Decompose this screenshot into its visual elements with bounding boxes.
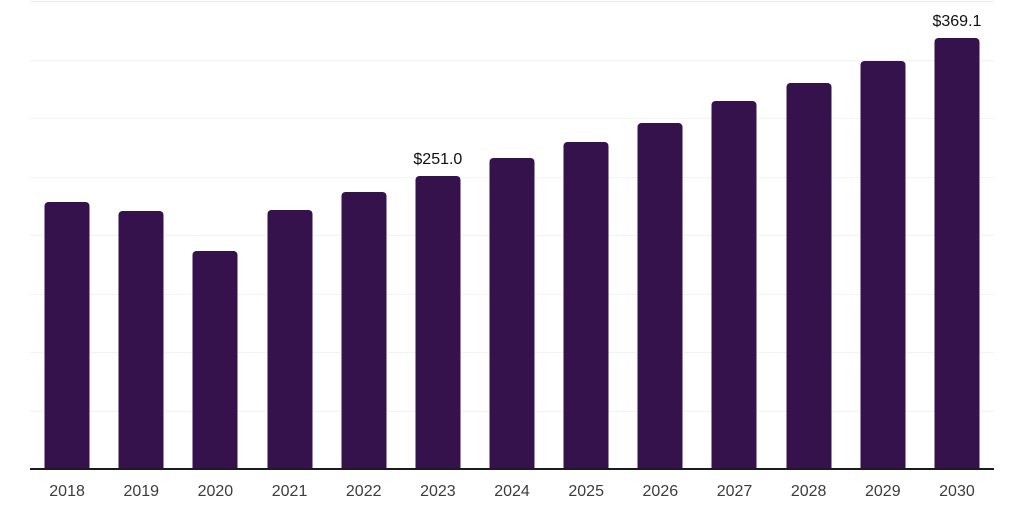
bar-2018[interactable] (44, 202, 90, 470)
bar-value-label-2023: $251.0 (413, 151, 463, 169)
x-axis-label-2021: 2021 (271, 483, 308, 500)
bar-slot-2026 (623, 0, 697, 470)
bar-slot-2024 (475, 0, 549, 470)
bar-2028[interactable] (786, 82, 832, 470)
bar-2024[interactable] (489, 157, 535, 470)
x-axis-label-2028: 2028 (790, 483, 827, 500)
bar-2025[interactable] (563, 142, 609, 470)
x-axis-label-2024: 2024 (494, 483, 530, 500)
bar-slot-2029 (846, 0, 920, 470)
bar-value-label-2030: $369.1 (932, 13, 982, 31)
bar-series: $251.0 $369.1 (30, 0, 994, 470)
x-axis-label-2022: 2022 (345, 483, 382, 500)
x-axis-label-2030: 2030 (939, 483, 975, 500)
x-axis-label-2027: 2027 (716, 483, 753, 500)
bar-slot-2022 (327, 0, 401, 470)
bar-2030[interactable] (934, 38, 980, 470)
bar-slot-2030: $369.1 (920, 0, 994, 470)
bar-2023[interactable] (415, 176, 461, 470)
x-axis-label-2026: 2026 (642, 483, 679, 500)
x-axis-label-2019: 2019 (123, 483, 160, 500)
bar-2029[interactable] (860, 60, 906, 470)
x-axis-label-2023: 2023 (420, 483, 456, 500)
bar-slot-2025 (549, 0, 623, 470)
bar-slot-2020 (178, 0, 252, 470)
bar-2019[interactable] (118, 211, 164, 470)
bar-2020[interactable] (192, 251, 238, 470)
bar-slot-2019 (104, 0, 178, 470)
bar-slot-2021 (252, 0, 326, 470)
bar-slot-2023: $251.0 (401, 0, 475, 470)
bar-2026[interactable] (637, 122, 683, 470)
bar-2027[interactable] (711, 101, 757, 470)
bar-2021[interactable] (267, 210, 313, 470)
bar-2022[interactable] (341, 191, 387, 470)
bar-slot-2028 (772, 0, 846, 470)
x-axis-line (30, 468, 994, 470)
x-axis-tick-labels: 2018 2019 2020 2021 2022 2023 2024 2025 2026 2027… (30, 484, 994, 500)
bar-slot-2027 (697, 0, 771, 470)
plot-area: $251.0 $369.1 (30, 0, 994, 470)
x-axis-label-2020: 2020 (197, 483, 234, 500)
gridline-300 (30, 118, 994, 119)
bar-slot-2018 (30, 0, 104, 470)
x-axis-label-2029: 2029 (865, 483, 901, 500)
x-axis-label-2018: 2018 (49, 483, 85, 500)
gridline-400 (30, 1, 994, 2)
x-axis-label-2025: 2025 (568, 483, 604, 500)
gridline-350 (30, 59, 994, 61)
